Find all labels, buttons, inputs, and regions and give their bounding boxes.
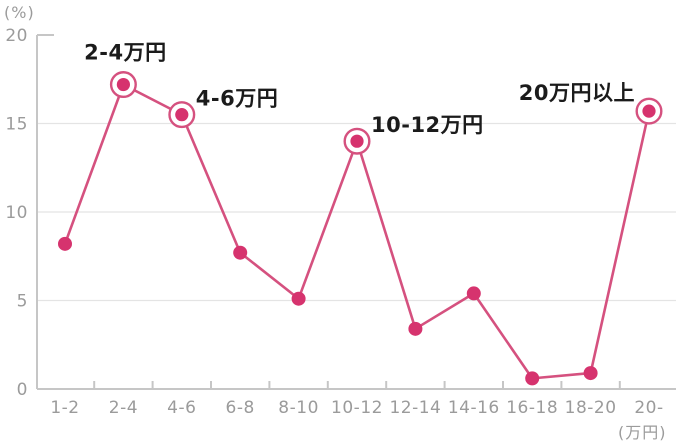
data-point (642, 104, 656, 118)
data-point (466, 286, 481, 301)
data-point (175, 108, 189, 122)
x-tick-label: 18-20 (565, 398, 617, 418)
x-tick-label: 20- (634, 398, 663, 418)
annotation-label: 10-12万円 (371, 113, 484, 137)
y-tick-label: 15 (5, 115, 28, 135)
data-point (58, 236, 72, 251)
annotation-label: 2-4万円 (84, 41, 166, 65)
x-tick-label: 16-18 (506, 398, 558, 418)
annotation-label: 20万円以上 (519, 81, 635, 105)
annotation-label: 4-6万円 (196, 87, 278, 111)
x-tick-label: 12-14 (389, 398, 441, 418)
x-tick-label: 2-4 (109, 398, 138, 418)
x-tick-label: 8-10 (278, 398, 319, 418)
data-point (291, 291, 306, 306)
x-axis-unit-label: (万円) (618, 423, 667, 442)
x-tick-label: 4-6 (167, 398, 196, 418)
x-tick-label: 14-16 (448, 398, 500, 418)
y-tick-label: 5 (17, 292, 28, 312)
x-tick-label: 1-2 (50, 398, 79, 418)
data-point (525, 371, 540, 386)
data-point (350, 134, 364, 148)
y-tick-label: 10 (5, 203, 28, 223)
y-tick-label: 0 (17, 380, 28, 400)
y-tick-label: 20 (5, 26, 28, 46)
x-tick-label: 10-12 (331, 398, 383, 418)
data-point (116, 77, 130, 92)
data-point (583, 366, 598, 381)
data-point (408, 321, 423, 336)
x-tick-label: 6-8 (226, 398, 255, 418)
y-axis-unit-label: (%) (4, 3, 35, 22)
data-point (233, 245, 248, 260)
